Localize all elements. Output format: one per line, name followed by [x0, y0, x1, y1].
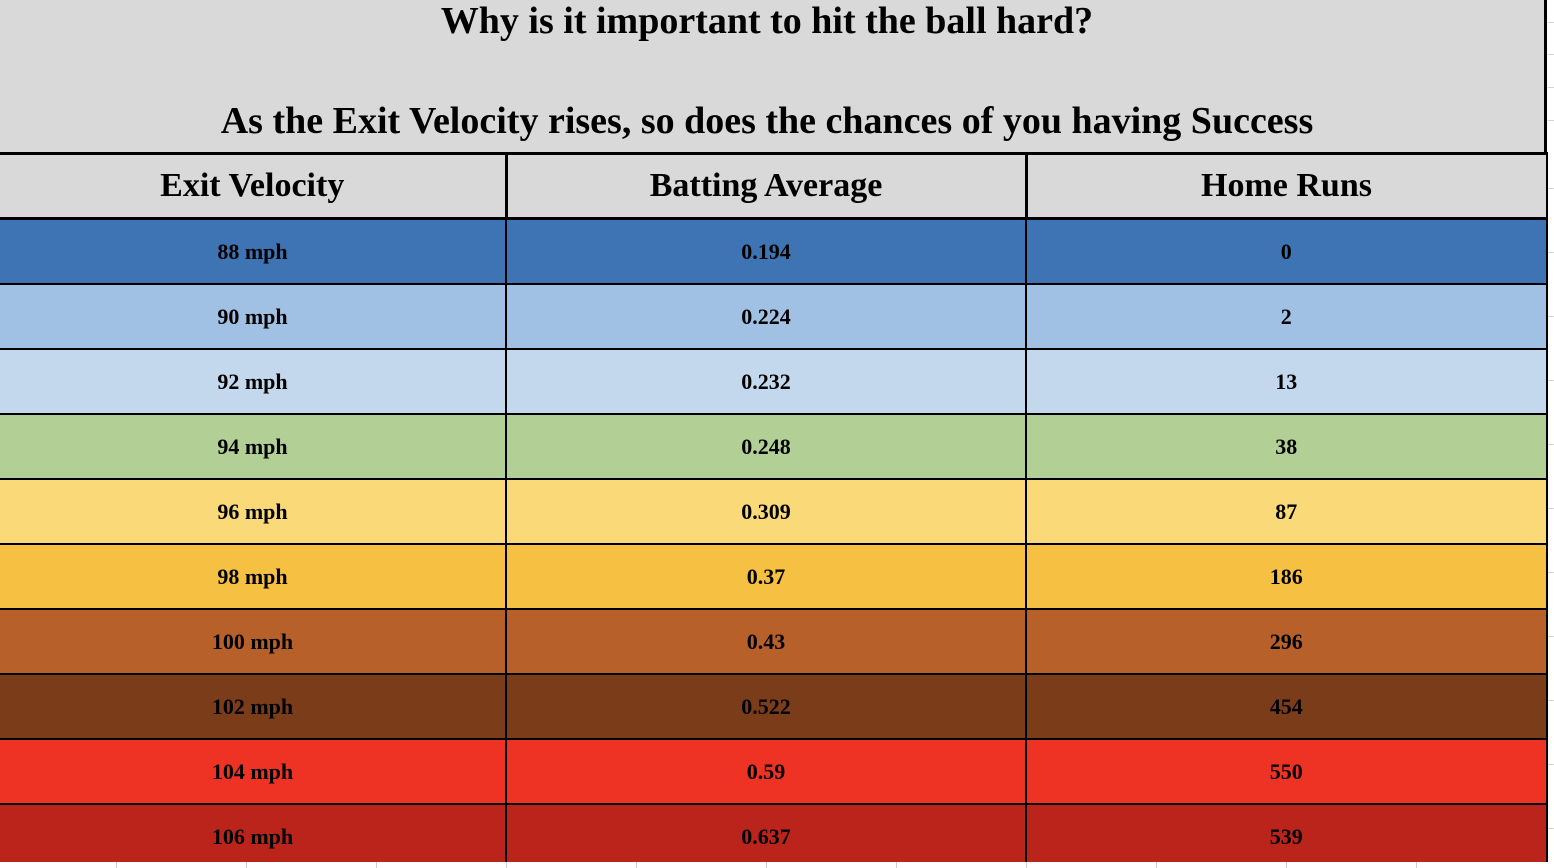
cell-exit-velocity[interactable]: 102 mph: [0, 673, 507, 740]
cell-batting-average[interactable]: 0.224: [505, 283, 1027, 350]
cell-batting-average[interactable]: 0.194: [505, 217, 1027, 285]
cell-home-runs[interactable]: 296: [1025, 608, 1549, 675]
cell-home-runs[interactable]: 550: [1025, 738, 1549, 805]
table-row: 88 mph 0.194 0: [0, 217, 1549, 285]
cell-exit-velocity[interactable]: 88 mph: [0, 217, 507, 285]
table-header-row: Exit Velocity Batting Average Home Runs: [0, 152, 1549, 220]
header-batting-average[interactable]: Batting Average: [505, 152, 1028, 220]
cell-home-runs[interactable]: 87: [1025, 478, 1549, 545]
cell-batting-average[interactable]: 0.232: [505, 348, 1027, 415]
table-row: 106 mph 0.637 539: [0, 803, 1549, 868]
header-exit-velocity[interactable]: Exit Velocity: [0, 152, 508, 220]
cell-exit-velocity[interactable]: 92 mph: [0, 348, 507, 415]
cell-home-runs[interactable]: 454: [1025, 673, 1549, 740]
table-row: 102 mph 0.522 454: [0, 673, 1549, 740]
cell-batting-average[interactable]: 0.43: [505, 608, 1027, 675]
cell-exit-velocity[interactable]: 98 mph: [0, 543, 507, 610]
table-row: 94 mph 0.248 38: [0, 413, 1549, 480]
table-row: 90 mph 0.224 2: [0, 283, 1549, 350]
cell-batting-average[interactable]: 0.37: [505, 543, 1027, 610]
title-cell[interactable]: Why is it important to hit the ball hard…: [0, 0, 1547, 152]
cell-batting-average[interactable]: 0.59: [505, 738, 1027, 805]
sheet-gridlines-bottom: [0, 862, 1554, 868]
table-row: 96 mph 0.309 87: [0, 478, 1549, 545]
cell-batting-average[interactable]: 0.522: [505, 673, 1027, 740]
header-home-runs[interactable]: Home Runs: [1025, 152, 1549, 220]
cell-home-runs[interactable]: 13: [1025, 348, 1549, 415]
table-row: 104 mph 0.59 550: [0, 738, 1549, 805]
cell-batting-average[interactable]: 0.309: [505, 478, 1027, 545]
sheet-gridlines-right: [1548, 0, 1554, 868]
title-subtitle: As the Exit Velocity rises, so does the …: [220, 100, 1314, 142]
cell-batting-average[interactable]: 0.637: [505, 803, 1027, 868]
exit-velocity-table: Exit Velocity Batting Average Home Runs …: [0, 152, 1549, 868]
cell-home-runs[interactable]: 0: [1025, 217, 1549, 285]
cell-exit-velocity[interactable]: 104 mph: [0, 738, 507, 805]
cell-exit-velocity[interactable]: 94 mph: [0, 413, 507, 480]
cell-exit-velocity[interactable]: 96 mph: [0, 478, 507, 545]
cell-home-runs[interactable]: 2: [1025, 283, 1549, 350]
cell-home-runs[interactable]: 539: [1025, 803, 1549, 868]
cell-exit-velocity[interactable]: 106 mph: [0, 803, 507, 868]
table-row: 92 mph 0.232 13: [0, 348, 1549, 415]
cell-exit-velocity[interactable]: 100 mph: [0, 608, 507, 675]
table-row: 98 mph 0.37 186: [0, 543, 1549, 610]
table-row: 100 mph 0.43 296: [0, 608, 1549, 675]
title-question: Why is it important to hit the ball hard…: [440, 0, 1094, 42]
cell-home-runs[interactable]: 38: [1025, 413, 1549, 480]
cell-exit-velocity[interactable]: 90 mph: [0, 283, 507, 350]
cell-batting-average[interactable]: 0.248: [505, 413, 1027, 480]
cell-home-runs[interactable]: 186: [1025, 543, 1549, 610]
